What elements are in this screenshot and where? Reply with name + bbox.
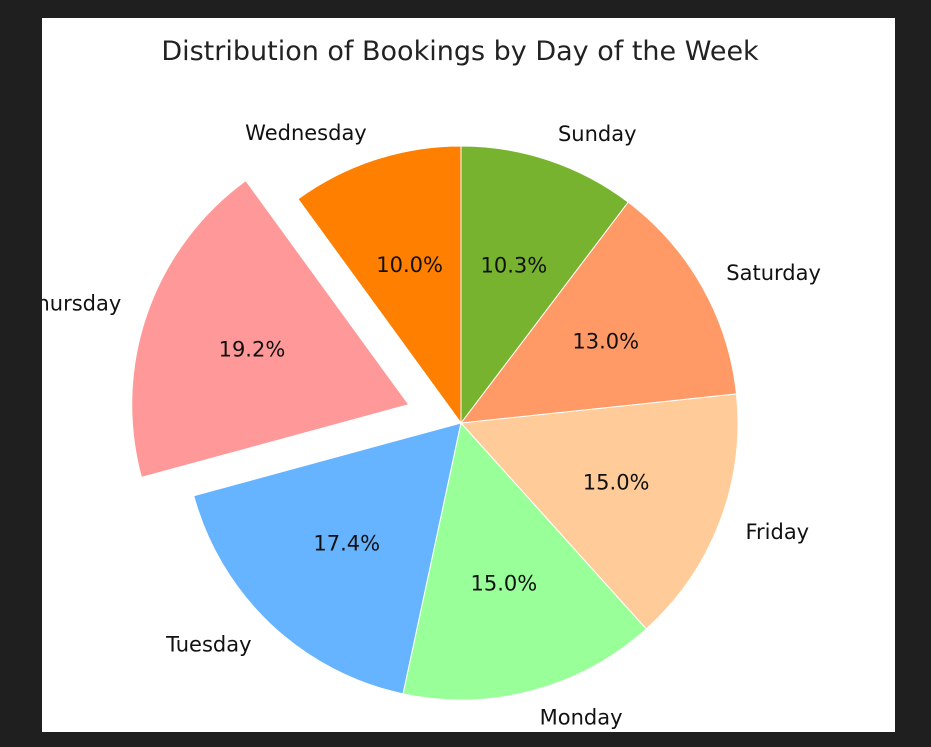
- category-label-monday: Monday: [540, 705, 623, 729]
- pct-label-friday: 15.0%: [583, 471, 650, 495]
- chart-figure: Distribution of Bookings by Day of the W…: [42, 18, 895, 732]
- pie-percentage-labels: 10.0% 19.2% 17.4% 15.0% 15.0% 13.0% 10.3%: [219, 253, 650, 596]
- category-label-friday: Friday: [745, 520, 809, 544]
- pie-slice-friday: [459, 393, 739, 630]
- pie-slice-monday: [402, 421, 647, 701]
- pct-label-sunday: 10.3%: [481, 253, 548, 277]
- pie-slice-wednesday: [297, 145, 462, 425]
- category-label-tuesday: Tuesday: [165, 632, 251, 656]
- pct-label-saturday: 13.0%: [572, 329, 639, 353]
- status-strip: [0, 734, 931, 747]
- pie-slices: [131, 145, 739, 701]
- category-label-sunday: Sunday: [558, 122, 637, 146]
- pie-slice-tuesday: [193, 422, 462, 695]
- pct-label-wednesday: 10.0%: [376, 253, 443, 277]
- pie-category-labels: Wednesday Thursday Tuesday Monday Friday Satu…: [42, 121, 821, 729]
- pie-slice-thursday: [131, 179, 410, 478]
- category-label-wednesday: Wednesday: [245, 121, 367, 145]
- pie-slice-saturday: [459, 201, 738, 424]
- category-label-saturday: Saturday: [726, 261, 821, 285]
- pct-label-tuesday: 17.4%: [313, 532, 380, 556]
- pie-chart: Distribution of Bookings by Day of the W…: [42, 36, 821, 729]
- pie-slice-sunday: [460, 145, 629, 425]
- pct-label-monday: 15.0%: [471, 572, 538, 596]
- category-label-thursday: Thursday: [42, 292, 121, 316]
- pct-label-thursday: 19.2%: [219, 338, 286, 362]
- chart-title: Distribution of Bookings by Day of the W…: [161, 36, 759, 67]
